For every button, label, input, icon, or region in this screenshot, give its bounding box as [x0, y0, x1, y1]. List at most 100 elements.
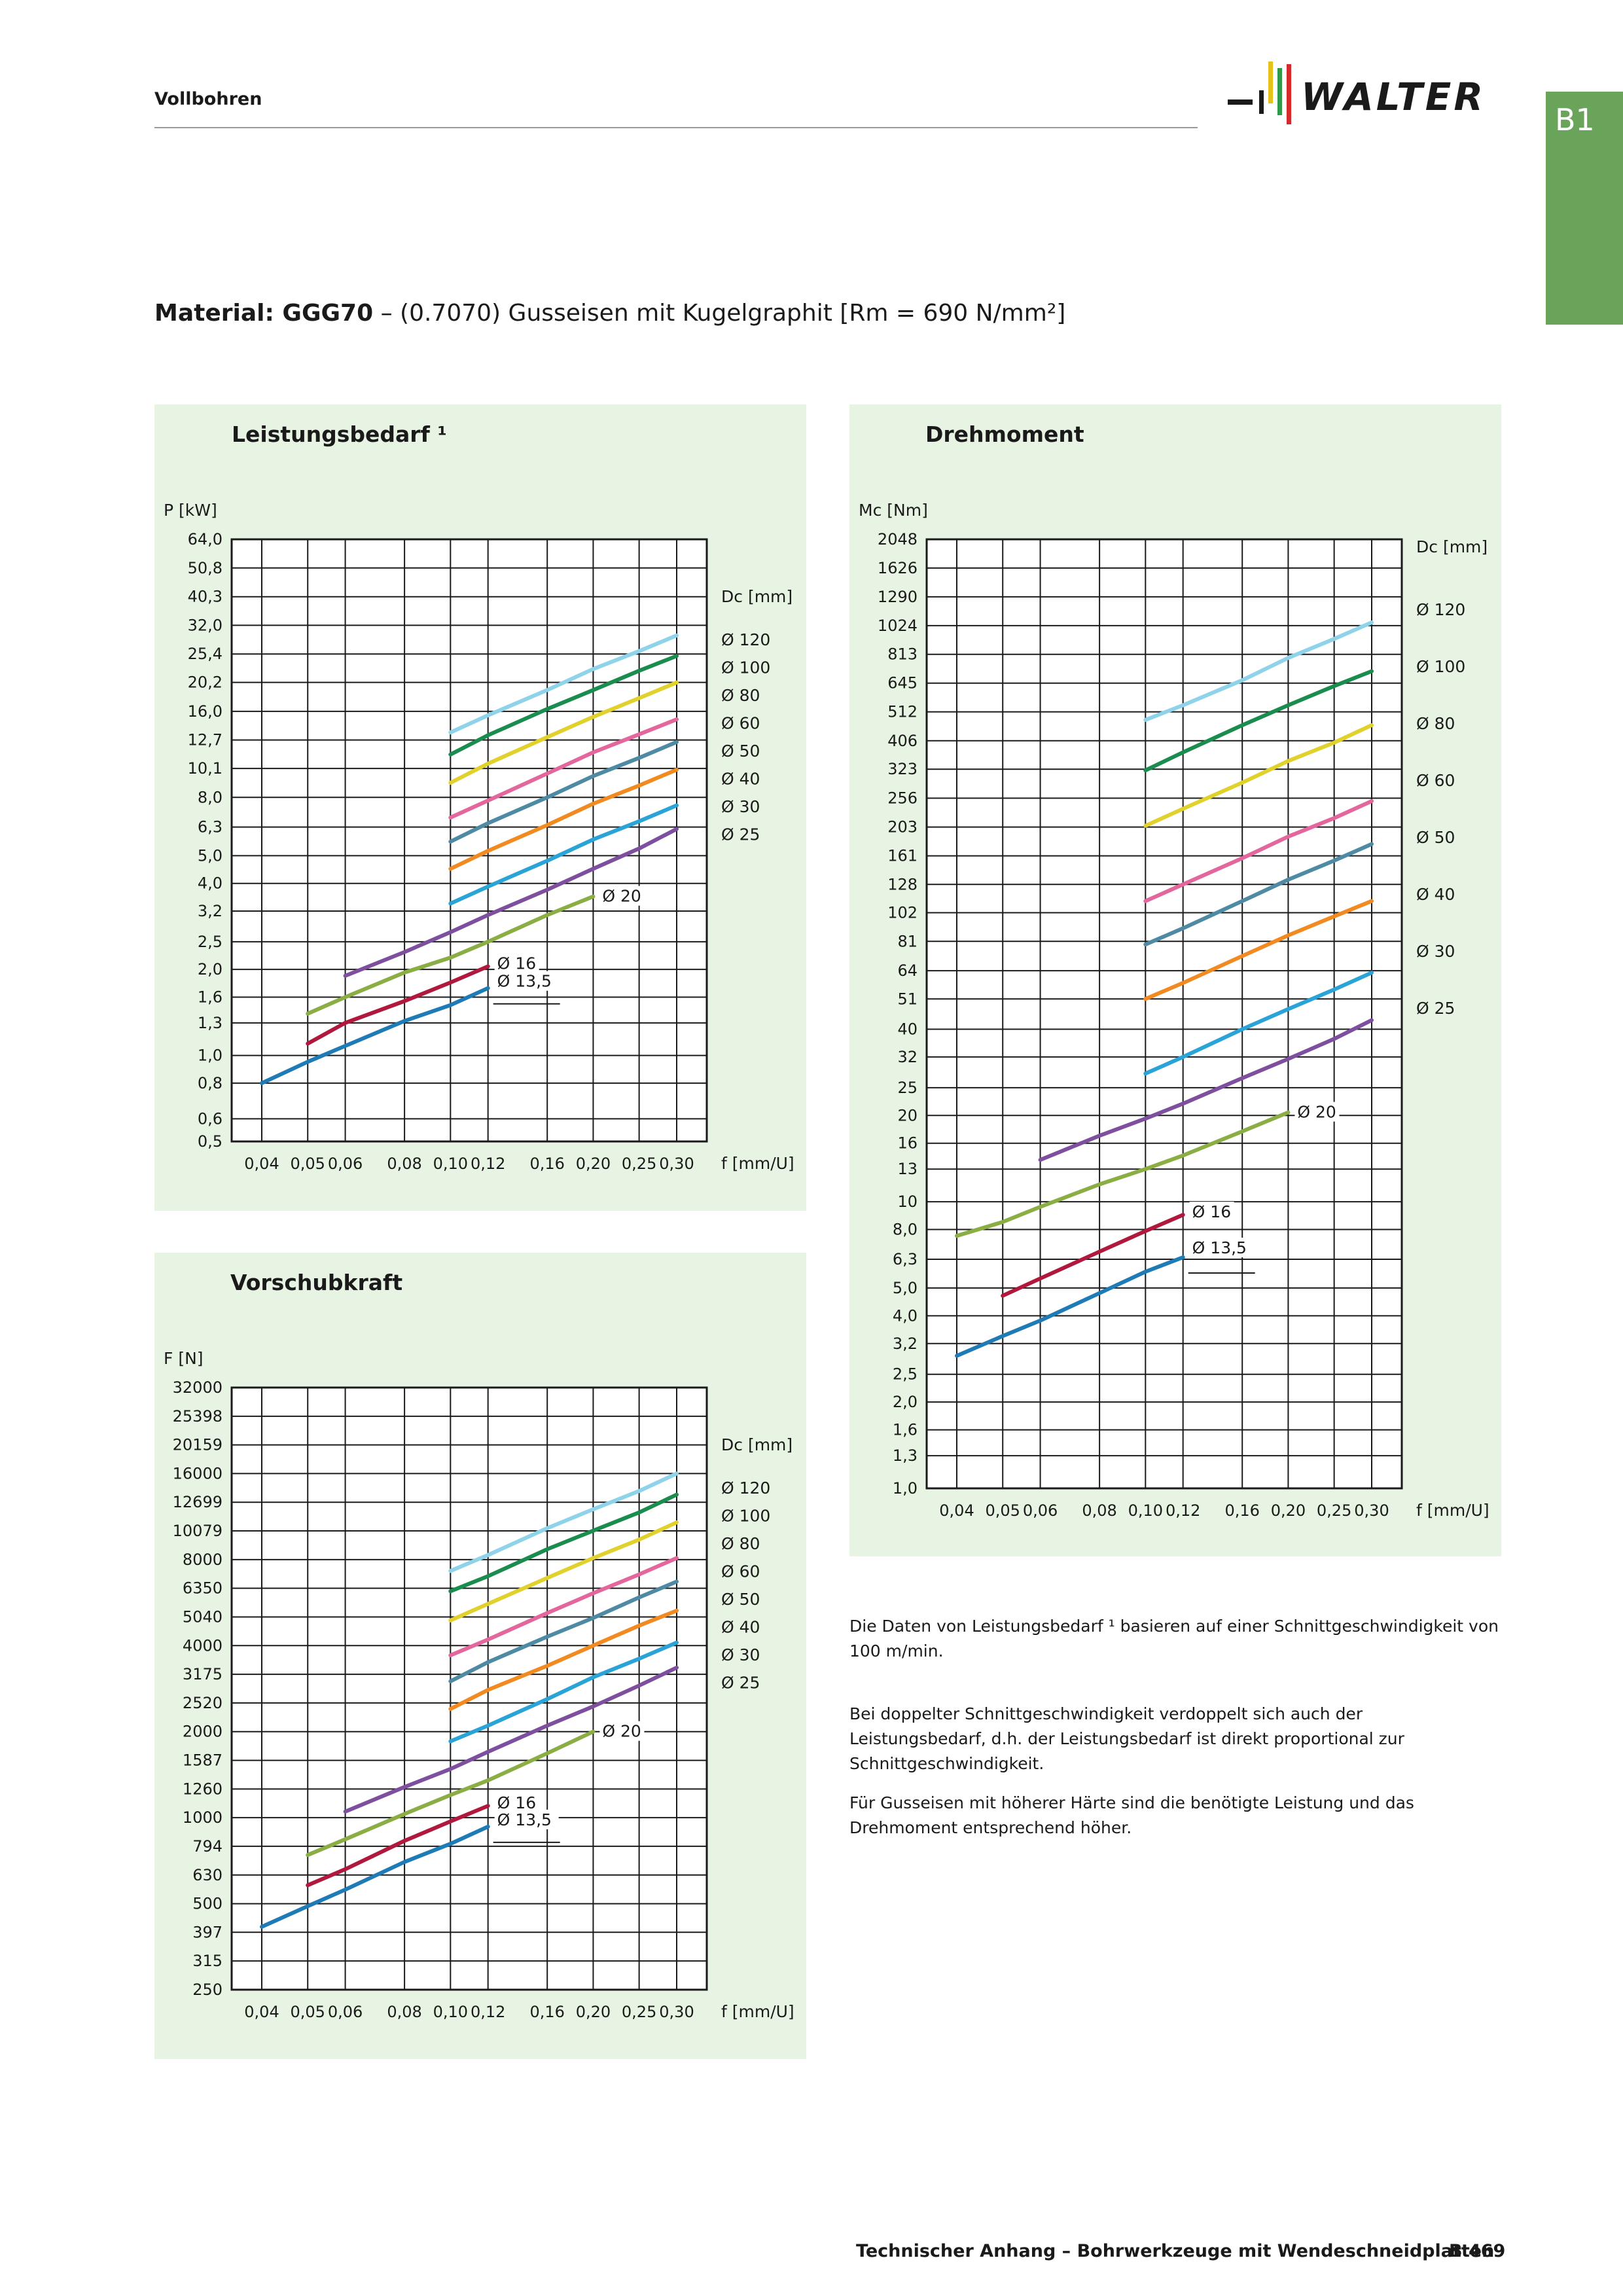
- legend-entry: Ø 50: [721, 742, 760, 761]
- series-line-80: [448, 1520, 679, 1623]
- y-tick-label: 6,3: [198, 818, 223, 836]
- y-tick-label: 10: [897, 1193, 918, 1211]
- series-line-60: [1143, 799, 1374, 903]
- y-tick-label: 10079: [173, 1522, 223, 1540]
- y-tick-label: 1,3: [198, 1014, 223, 1032]
- chart-title-feed: Vorschubkraft: [230, 1270, 403, 1295]
- x-tick-label: 0,05: [290, 2003, 325, 2021]
- y-tick-label: 5,0: [198, 846, 223, 865]
- y-tick-label: 794: [192, 1837, 223, 1856]
- y-tick-label: 500: [192, 1895, 223, 1913]
- series-line-60: [448, 717, 679, 820]
- y-tick-label: 0,5: [198, 1132, 223, 1151]
- y-axis-label: Mc [Nm]: [859, 501, 928, 520]
- y-tick-label: 1000: [183, 1808, 223, 1827]
- y-tick-label: 4000: [183, 1636, 223, 1655]
- x-tick-label: 0,20: [576, 1155, 611, 1173]
- series-line-100: [1143, 669, 1374, 772]
- series-line-135: [955, 1255, 1185, 1358]
- section-label: Vollbohren: [154, 89, 262, 109]
- y-tick-label: 3175: [183, 1665, 223, 1683]
- y-tick-label: 8000: [183, 1551, 223, 1569]
- series-line-80: [448, 680, 679, 785]
- y-tick-label: 0,8: [198, 1074, 223, 1092]
- chart-feed: 0,04 0,05 0,06 0,08 0,10 0,12 0,16 0,20 0,25 0,30…: [164, 1349, 794, 2021]
- legend-entry: Ø 25: [1416, 999, 1455, 1018]
- y-tick-label: 2048: [878, 530, 918, 548]
- legend-title: Dc [mm]: [1416, 537, 1488, 556]
- y-tick-label: 1,6: [198, 988, 223, 1006]
- x-tick-label: 0,20: [1271, 1501, 1306, 1520]
- y-axis-label: P [kW]: [164, 501, 217, 520]
- label-backdrop: [1189, 1202, 1234, 1222]
- legend-entry: Ø 30: [721, 1645, 760, 1664]
- series-line-80: [1143, 723, 1374, 828]
- y-tick-label: 813: [887, 645, 918, 664]
- legend-title: Dc [mm]: [721, 1435, 793, 1454]
- y-tick-label: 32: [897, 1048, 918, 1066]
- series-line-100: [448, 654, 679, 757]
- legend-entry: Ø 80: [721, 686, 760, 705]
- y-tick-label: 40: [897, 1020, 918, 1038]
- y-tick-label: 51: [897, 990, 918, 1008]
- x-axis-label: f [mm/U]: [1416, 1501, 1489, 1520]
- y-tick-label: 16000: [173, 1464, 223, 1482]
- x-tick-label: 0,20: [576, 2003, 611, 2021]
- legend-title: Dc [mm]: [721, 587, 793, 606]
- series-line-30: [1143, 971, 1374, 1076]
- y-tick-label: 10,1: [188, 759, 223, 778]
- y-tick-label: 630: [192, 1866, 223, 1884]
- label-backdrop: [494, 1793, 539, 1813]
- page-number: B 469: [1449, 2241, 1506, 2261]
- y-tick-label: 512: [887, 703, 918, 721]
- series-line-30: [448, 1640, 679, 1744]
- x-tick-label: 0,10: [433, 2003, 468, 2021]
- x-tick-label: 0,04: [244, 1155, 279, 1173]
- chart-power: 0,04 0,05 0,06 0,08 0,10 0,12 0,16 0,20 0,25 0,30…: [164, 501, 794, 1173]
- y-tick-label: 102: [887, 903, 918, 922]
- chapter-tab[interactable]: B1: [1546, 92, 1623, 325]
- legend-entry: Ø 120: [721, 630, 770, 649]
- x-tick-label: 0,12: [1166, 1501, 1200, 1520]
- y-tick-label: 1,3: [893, 1446, 918, 1465]
- logo-wordmark: WALTER: [1301, 75, 1486, 119]
- y-tick-label: 20159: [173, 1436, 223, 1454]
- note-hardness: Für Gusseisen mit höherer Härte sind die…: [849, 1793, 1414, 1837]
- y-tick-label: 40,3: [188, 588, 223, 606]
- x-tick-label: 0,06: [328, 1155, 363, 1173]
- x-tick-label: 0,30: [659, 2003, 694, 2021]
- series-line-25: [343, 1665, 679, 1814]
- x-tick-label: 0,30: [1354, 1501, 1389, 1520]
- series-label: Ø 16: [497, 1793, 536, 1812]
- y-tick-label: 20: [897, 1106, 918, 1124]
- series-line-20: [306, 1729, 596, 1857]
- y-tick-label: 3,2: [893, 1335, 918, 1353]
- y-tick-label: 1587: [183, 1751, 223, 1770]
- x-tick-label: 0,16: [529, 1155, 564, 1173]
- y-tick-label: 2,5: [893, 1365, 918, 1384]
- y-tick-label: 13: [897, 1160, 918, 1178]
- y-tick-label: 16: [897, 1134, 918, 1153]
- y-tick-label: 250: [192, 1981, 223, 1999]
- y-tick-label: 2000: [183, 1723, 223, 1741]
- panel-power: Leistungsbedarf ¹ 0,04 0,05 0,06 0,08 0,10 0,…: [154, 404, 806, 1211]
- y-tick-label: 25398: [173, 1407, 223, 1426]
- y-tick-label: 5040: [183, 1607, 223, 1626]
- x-tick-label: 0,25: [622, 1155, 656, 1173]
- series-line-50: [1143, 842, 1374, 946]
- x-tick-label: 0,04: [939, 1501, 974, 1520]
- legend-entry: Ø 50: [1416, 828, 1455, 847]
- y-tick-label: 6,3: [893, 1250, 918, 1268]
- series-label: Ø 20: [602, 887, 641, 906]
- plot-area: [230, 1386, 708, 1991]
- x-tick-label: 0,05: [290, 1155, 325, 1173]
- x-tick-label: 0,06: [1023, 1501, 1058, 1520]
- x-tick-label: 0,12: [471, 1155, 505, 1173]
- y-tick-label: 1626: [878, 559, 918, 577]
- x-tick-label: 0,08: [1082, 1501, 1116, 1520]
- material-name: Material: GGG70: [154, 300, 374, 327]
- y-tick-label: 1260: [183, 1780, 223, 1798]
- legend-entry: Ø 60: [721, 1562, 760, 1581]
- series-label: Ø 16: [1192, 1202, 1231, 1221]
- series-label: Ø 13,5: [1192, 1238, 1247, 1257]
